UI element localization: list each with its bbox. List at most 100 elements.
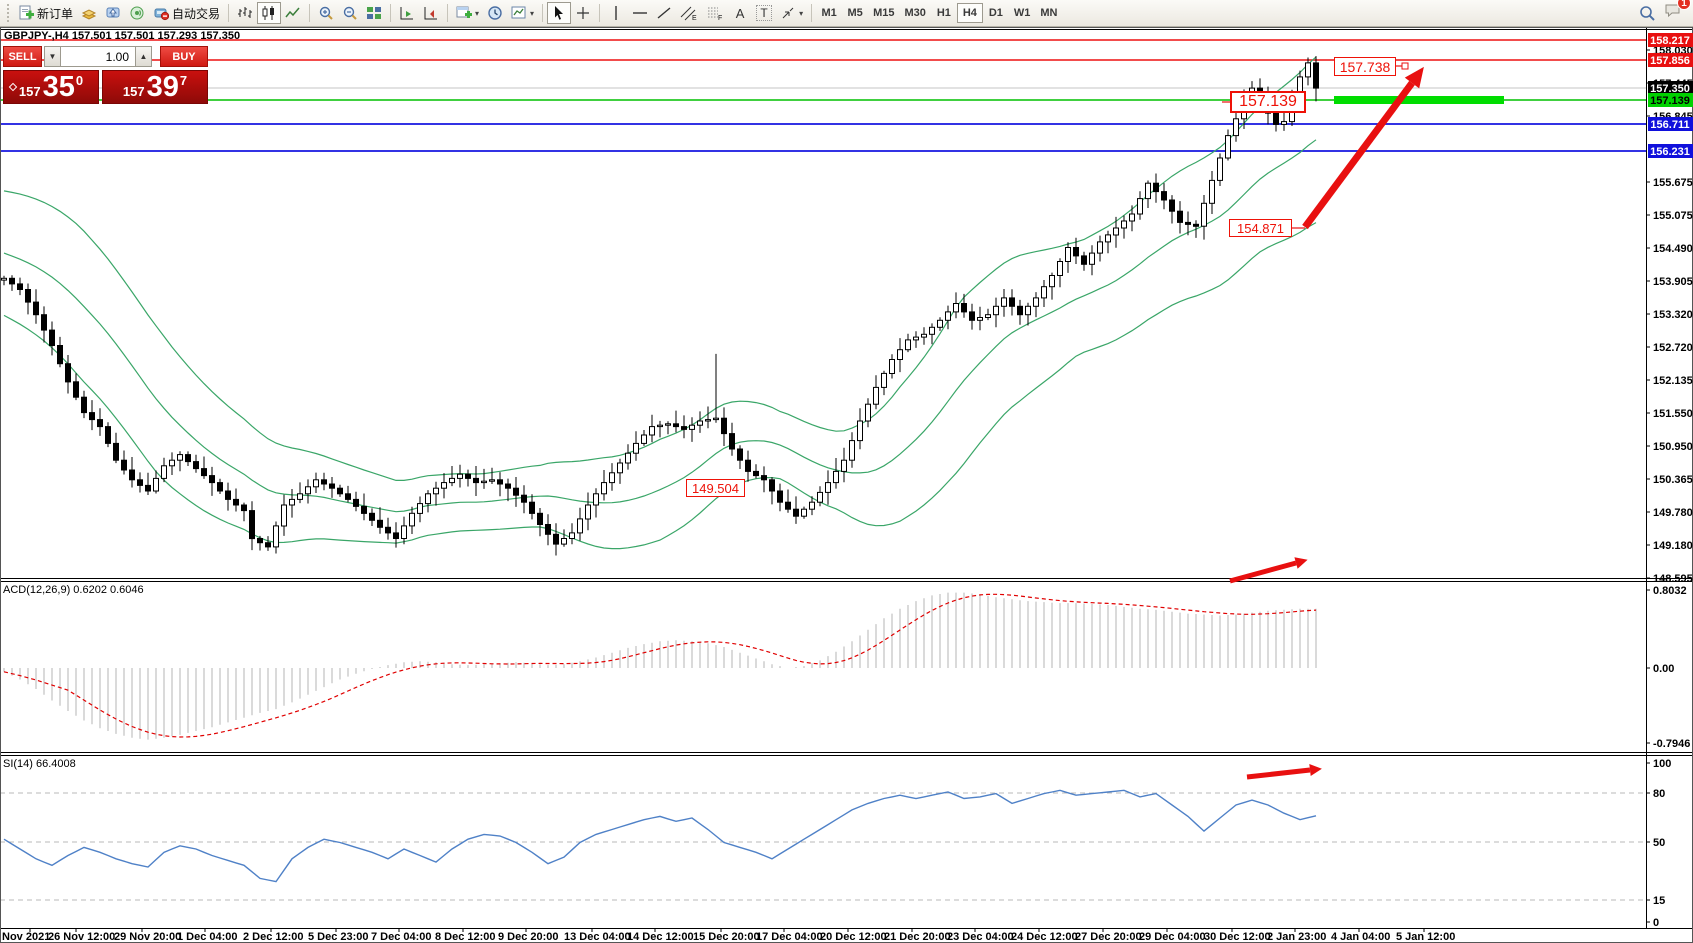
tab-timeframe-m5[interactable]: M5 [847,7,863,19]
annotation-154871[interactable]: 154.871 [1229,219,1292,237]
tab-timeframe-m1[interactable]: M1 [821,7,837,19]
volume-increase-button[interactable]: ▲ [135,46,152,67]
new-order-label: 新订单 [37,6,74,21]
toolbar-separator [390,4,392,22]
search-icon[interactable] [1639,5,1656,22]
clock-icon [488,6,502,20]
label-tool[interactable]: T [752,2,776,24]
buy-button[interactable]: BUY [160,46,208,67]
sell-price-prefix: 157 [18,84,41,99]
svg-text:152.720: 152.720 [1653,342,1693,354]
svg-text:50: 50 [1653,837,1665,849]
chevron-down-icon: ▾ [799,8,804,18]
svg-text:5 Jan 12:00: 5 Jan 12:00 [1396,931,1455,943]
svg-text:13 Dec 04:00: 13 Dec 04:00 [564,931,631,943]
svg-text:17 Dec 04:00: 17 Dec 04:00 [756,931,823,943]
cursor-tool-button[interactable] [547,2,572,24]
annotation-157738[interactable]: 157.738 [1334,57,1396,76]
svg-text:157.856: 157.856 [1650,55,1690,67]
svg-text:154.490: 154.490 [1653,243,1693,255]
svg-text:29 Nov 20:00: 29 Nov 20:00 [114,931,181,943]
volume-decrease-button[interactable]: ▼ [44,46,61,67]
period-button[interactable] [483,2,507,24]
zoom-out-button[interactable] [338,2,362,24]
trendline-tool[interactable] [652,2,676,24]
fibonacci-tool[interactable]: F [702,2,728,24]
svg-text:27 Dec 20:00: 27 Dec 20:00 [1075,931,1142,943]
svg-text:150.950: 150.950 [1653,441,1693,453]
annotation-157139[interactable]: 157.139 [1230,91,1306,113]
crosshair-tool-button[interactable] [571,2,595,24]
svg-text:24 Dec 12:00: 24 Dec 12:00 [1011,931,1078,943]
tab-timeframe-h1[interactable]: H1 [936,7,951,19]
rsi-label: SI(14) 66.4008 [3,758,76,770]
zoom-out-icon [343,6,357,20]
line-chart-icon [285,7,300,18]
auto-scroll-button[interactable] [395,2,419,24]
tab-timeframe-m30[interactable]: M30 [904,7,926,19]
svg-text:153.320: 153.320 [1653,309,1693,321]
arrows-icon [782,7,794,19]
svg-text:8 Dec 12:00: 8 Dec 12:00 [435,931,496,943]
zoom-in-icon [319,6,333,20]
svg-text:157.139: 157.139 [1650,95,1690,107]
toolbar-grip[interactable] [7,4,10,22]
toolbar-separator [599,4,601,22]
line-chart-button[interactable] [281,2,305,24]
tile-windows-icon [367,7,382,19]
tab-timeframe-d1[interactable]: D1 [988,7,1003,19]
new-order-button[interactable]: 新订单 [14,2,77,24]
text-tool[interactable]: A [728,2,752,24]
new-chart-icon [456,6,473,18]
notification-badge: 1 [1677,0,1691,10]
channel-tool[interactable]: E [676,2,702,24]
text-tool-icon: A [735,5,745,21]
candlestick-chart-button[interactable] [257,2,282,24]
tab-timeframe-m15[interactable]: M15 [873,7,895,19]
sell-button[interactable]: SELL [3,46,42,67]
svg-text:2 Dec 12:00: 2 Dec 12:00 [243,931,304,943]
sell-price-sup: 0 [75,73,84,88]
label-tool-icon: T [756,5,772,21]
horizontal-line-tool[interactable] [628,2,652,24]
svg-text:150.365: 150.365 [1653,474,1693,486]
sell-price-big: 35 [42,71,75,103]
chart-symbol-title: GBPJPY-,H4 157.501 157.501 157.293 157.3… [4,30,241,42]
svg-text:Nov 2021: Nov 2021 [2,931,50,943]
channel-icon: E [680,6,697,21]
zoom-in-button[interactable] [314,2,338,24]
main-toolbar: 新订单 自动交易 [0,0,1693,27]
template-button[interactable]: ▾ [507,2,538,24]
chevron-down-icon: ▾ [475,8,480,18]
chevron-down-icon: ▾ [530,8,535,18]
vertical-line-tool[interactable] [604,2,628,24]
svg-text:156.711: 156.711 [1650,119,1689,131]
candlestick-chart-icon [262,6,275,20]
svg-text:152.135: 152.135 [1653,375,1693,387]
svg-text:155.075: 155.075 [1653,210,1693,222]
tile-windows-button[interactable] [362,2,386,24]
sell-price-tile[interactable]: 157 35 0 [3,70,99,104]
svg-text:158.217: 158.217 [1650,35,1690,47]
history-button[interactable] [77,2,101,24]
collapse-diamond-icon[interactable] [8,82,18,92]
annotation-149504[interactable]: 149.504 [686,479,745,497]
new-order-icon [19,5,34,20]
publish-button[interactable] [101,2,125,24]
tab-timeframe-h4[interactable]: H4 [956,3,983,23]
volume-input[interactable] [61,46,135,67]
tab-timeframe-mn[interactable]: MN [1040,7,1058,19]
auto-trading-button[interactable]: 自动交易 [149,2,224,24]
notifications-button[interactable]: 1 [1664,0,1691,24]
arrows-tool[interactable]: ▾ [776,2,807,24]
toolbar-separator [309,4,311,22]
buy-price-tile[interactable]: 157 39 7 [102,70,208,104]
new-chart-button[interactable]: ▾ [452,2,483,24]
one-click-trade-panel: SELL ▼ ▲ BUY 157 35 0 157 39 7 [2,46,210,104]
svg-text:80: 80 [1653,788,1665,800]
tab-timeframe-w1[interactable]: W1 [1013,7,1031,19]
bar-chart-button[interactable] [233,2,257,24]
chart-shift-button[interactable] [419,2,443,24]
signals-button[interactable] [125,2,149,24]
